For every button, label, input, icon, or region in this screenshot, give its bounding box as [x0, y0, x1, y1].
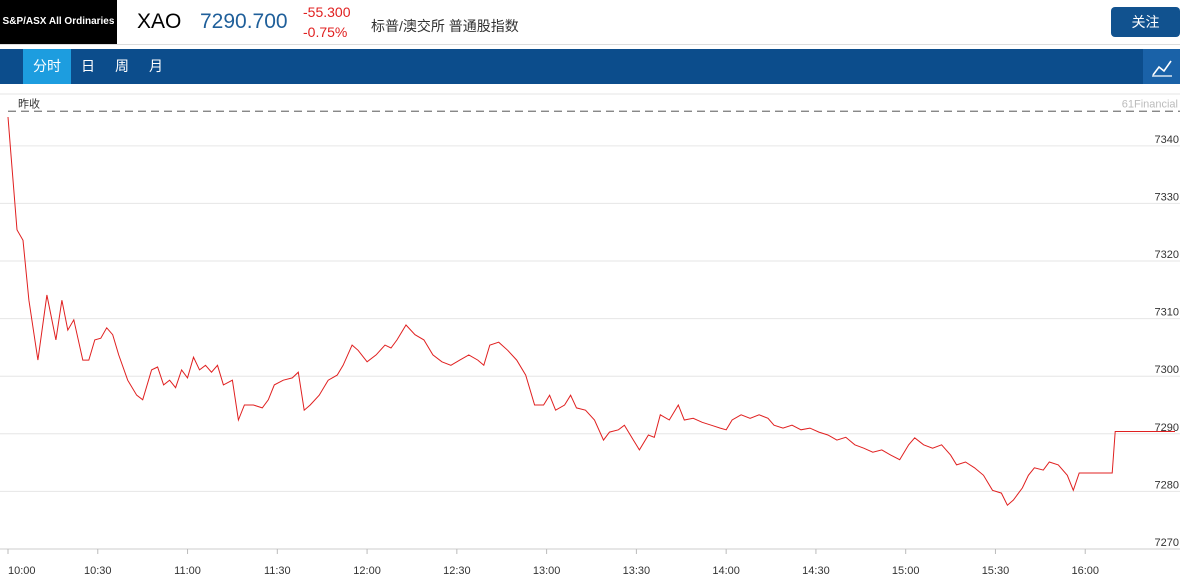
tab[interactable]: 分时: [23, 49, 71, 84]
description: 标普/澳交所 普通股指数: [371, 18, 519, 34]
y-tick-label: 7270: [1155, 537, 1179, 549]
x-tick-label: 14:00: [712, 565, 740, 577]
follow-button[interactable]: 关注: [1111, 7, 1180, 37]
y-tick-label: 7340: [1155, 134, 1179, 146]
x-tick-label: 11:00: [174, 565, 201, 577]
symbol: XAO: [137, 10, 182, 33]
x-tick-label: 12:00: [353, 565, 381, 577]
change-pct: -0.75%: [303, 24, 348, 40]
x-tick-label: 10:00: [8, 565, 36, 577]
y-tick-label: 7310: [1155, 307, 1179, 319]
header: S&P/ASX All Ordinaries XAO 7290.700 -55.…: [0, 0, 1180, 45]
price: 7290.700: [200, 10, 288, 33]
x-tick-label: 13:00: [533, 565, 561, 577]
x-tick-label: 15:30: [982, 565, 1010, 577]
tab-bar: 分时 日 周 月: [0, 49, 1180, 84]
x-tick-label: 14:30: [802, 565, 830, 577]
x-tick-label: 10:30: [84, 565, 112, 577]
tab[interactable]: 日: [81, 58, 95, 74]
x-tick-label: 13:30: [623, 565, 651, 577]
tab[interactable]: 周: [115, 58, 129, 74]
icon: [1152, 60, 1172, 77]
y-tick-label: 7330: [1155, 191, 1179, 203]
y-tick-label: 7320: [1155, 249, 1179, 261]
reference-label: 昨收: [18, 96, 40, 110]
x-tick-label: 11:30: [264, 565, 291, 577]
x-tick-label: 12:30: [443, 565, 471, 577]
tab[interactable]: 月: [149, 58, 163, 74]
chart-icon[interactable]: [1143, 49, 1180, 84]
chart: 7270 7280 7290 7300 7310 7320 7330 7340 10:00 10:…: [0, 93, 1180, 577]
index-name: S&P/ASX All Ordinaries: [0, 0, 117, 44]
watermark: 61Financial: [1122, 98, 1178, 110]
x-tick-label: 16:00: [1071, 565, 1099, 577]
price-line: [7, 116, 1175, 507]
y-tick-label: 7300: [1155, 364, 1179, 376]
y-tick-label: 7290: [1155, 422, 1179, 434]
x-tick-label: 15:00: [892, 565, 920, 577]
y-tick-label: 7280: [1155, 479, 1179, 491]
change: -55.300: [303, 4, 351, 20]
